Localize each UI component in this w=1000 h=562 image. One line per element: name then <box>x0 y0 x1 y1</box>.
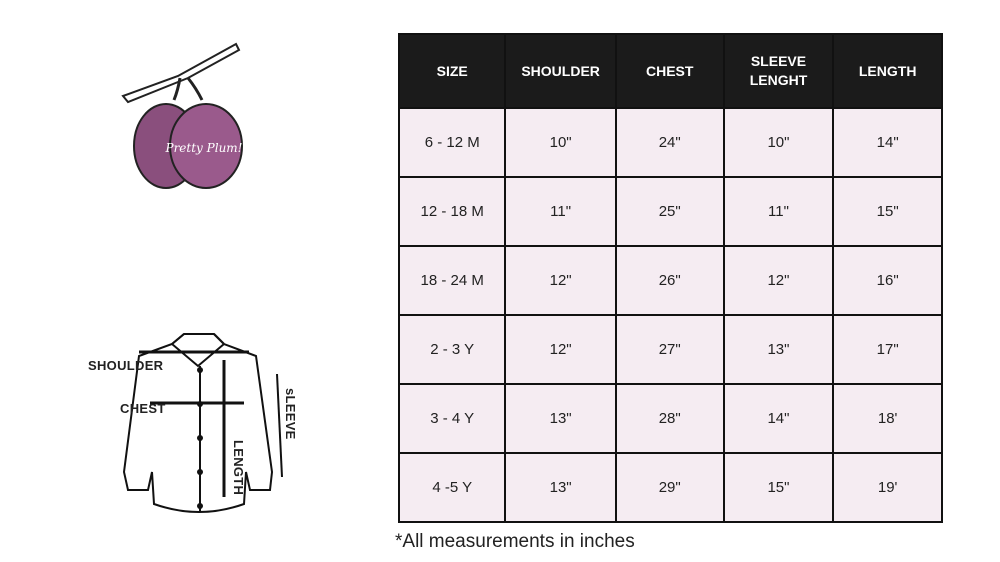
cell-chest: 28" <box>614 383 725 454</box>
header-length: LENGTH <box>832 33 943 109</box>
cell-size: 4 -5 Y <box>397 452 507 523</box>
length-label: LENGTH <box>231 440 246 496</box>
cell-sleeve-length: 13" <box>722 314 835 385</box>
table-row: 12 - 18 M 11" 25" 11" 15" <box>397 176 943 247</box>
cell-length: 17" <box>832 314 943 385</box>
cell-shoulder: 11" <box>504 176 617 247</box>
table-row: 6 - 12 M 10" 24" 10" 14" <box>397 107 943 178</box>
cell-shoulder: 13" <box>504 452 617 523</box>
shirt-measurement-diagram <box>84 322 314 527</box>
cell-chest: 26" <box>614 245 725 316</box>
cell-size: 12 - 18 M <box>397 176 507 247</box>
sleeve-label: sLEEVE <box>283 388 298 440</box>
header-chest: CHEST <box>614 33 725 109</box>
cell-length: 18' <box>832 383 943 454</box>
cell-length: 15" <box>832 176 943 247</box>
header-shoulder: SHOULDER <box>504 33 617 109</box>
cell-size: 2 - 3 Y <box>397 314 507 385</box>
cell-size: 6 - 12 M <box>397 107 507 178</box>
header-size: SIZE <box>397 33 507 109</box>
size-chart-table: SIZE SHOULDER CHEST SLEEVE LENGHT LENGTH… <box>397 33 943 523</box>
cell-length: 16" <box>832 245 943 316</box>
table-row: 2 - 3 Y 12" 27" 13" 17" <box>397 314 943 385</box>
cell-size: 18 - 24 M <box>397 245 507 316</box>
table-header-row: SIZE SHOULDER CHEST SLEEVE LENGHT LENGTH <box>397 33 943 109</box>
cell-sleeve-length: 15" <box>722 452 835 523</box>
cell-shoulder: 13" <box>504 383 617 454</box>
cell-shoulder: 12" <box>504 245 617 316</box>
cell-chest: 24" <box>614 107 725 178</box>
cell-shoulder: 10" <box>504 107 617 178</box>
cell-sleeve-length: 14" <box>722 383 835 454</box>
shoulder-label: SHOULDER <box>88 358 164 373</box>
header-sleeve-length-text: SLEEVE LENGHT <box>749 53 808 88</box>
table-row: 3 - 4 Y 13" 28" 14" 18' <box>397 383 943 454</box>
table-row: 18 - 24 M 12" 26" 12" 16" <box>397 245 943 316</box>
chest-label: CHEST <box>120 401 166 416</box>
measurements-note: *All measurements in inches <box>395 531 635 552</box>
cell-chest: 27" <box>614 314 725 385</box>
cell-sleeve-length: 11" <box>722 176 835 247</box>
cell-chest: 25" <box>614 176 725 247</box>
cell-size: 3 - 4 Y <box>397 383 507 454</box>
cell-length: 14" <box>832 107 943 178</box>
header-sleeve-length: SLEEVE LENGHT <box>722 33 835 109</box>
cell-sleeve-length: 12" <box>722 245 835 316</box>
cell-chest: 29" <box>614 452 725 523</box>
cell-length: 19' <box>832 452 943 523</box>
cell-shoulder: 12" <box>504 314 617 385</box>
pretty-plum-logo: Pretty Plum! <box>118 38 248 193</box>
cell-sleeve-length: 10" <box>722 107 835 178</box>
svg-text:Pretty Plum!: Pretty Plum! <box>165 141 243 155</box>
table-row: 4 -5 Y 13" 29" 15" 19' <box>397 452 943 523</box>
